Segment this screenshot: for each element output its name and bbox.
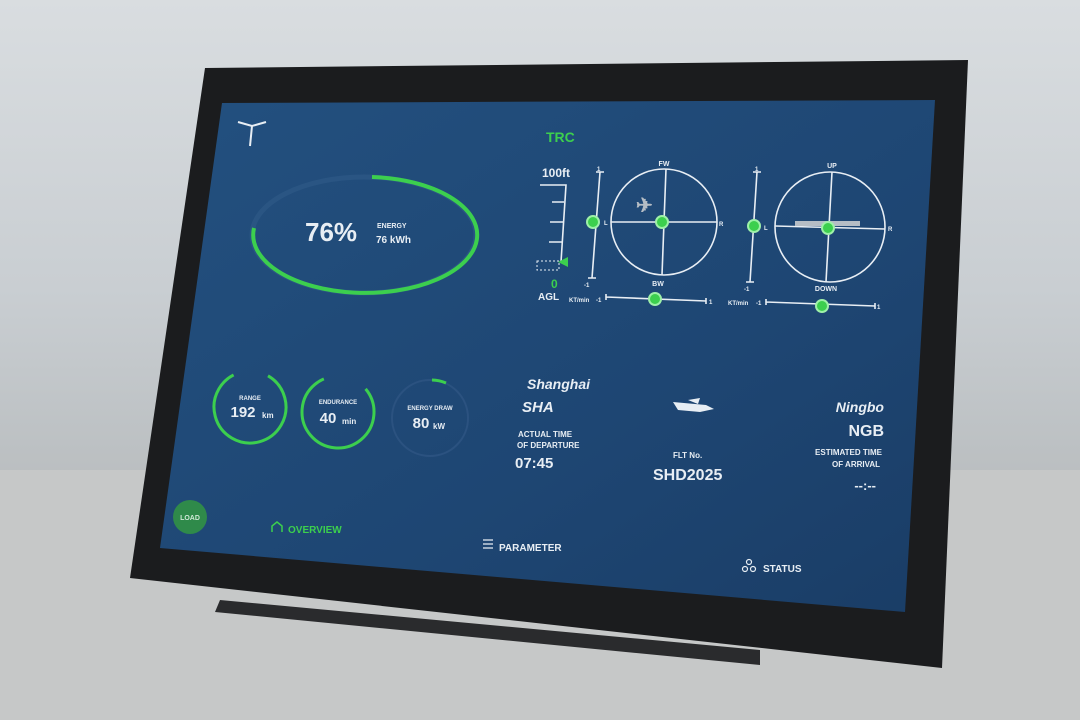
speed-min: -1 xyxy=(596,298,602,304)
screen xyxy=(160,100,935,612)
speed-min: -1 xyxy=(756,301,762,307)
parameter-label: PARAMETER xyxy=(499,543,562,554)
altitude-pointer xyxy=(558,257,568,267)
attitude-top: UP xyxy=(827,163,837,170)
departure-label-2: OF DEPARTURE xyxy=(517,441,580,450)
speed-indicator xyxy=(648,292,662,306)
attitude-bottom: DOWN xyxy=(815,286,837,293)
energy-draw-value: 80 xyxy=(413,415,430,432)
tab-overview[interactable]: OVERVIEW xyxy=(271,521,342,536)
arrival-label-2: OF ARRIVAL xyxy=(832,460,880,469)
speed-max: 1 xyxy=(709,300,713,306)
home-icon xyxy=(271,521,283,532)
destination-code: NGB xyxy=(848,423,884,440)
arrival-time: --:-- xyxy=(854,478,876,493)
destination-city: Ningbo xyxy=(836,399,885,415)
attitude-vertical: 1 -1 UP DOWN L R KT/min -1 1 xyxy=(728,163,893,313)
tab-parameter[interactable]: PARAMETER xyxy=(483,539,562,554)
attitude-left: L xyxy=(764,226,768,232)
attitude-left: L xyxy=(604,221,608,227)
tablet-stand xyxy=(215,600,760,665)
lateral-indicator xyxy=(747,219,761,233)
vscale-bottom: -1 xyxy=(584,283,590,289)
endurance-gauge: ENDURANCE 40 min xyxy=(300,374,376,450)
energy-percent: 76% xyxy=(305,217,357,247)
departure-time: 07:45 xyxy=(515,455,553,472)
attitude-right: R xyxy=(888,227,893,233)
range-label: RANGE xyxy=(239,396,261,402)
altitude-indicator: 100ft 0 AGL xyxy=(536,166,570,303)
altitude-top-label: 100ft xyxy=(542,166,570,180)
vscale-top: 1 xyxy=(597,167,601,173)
aircraft-icon xyxy=(673,398,714,412)
energy-gauge-fill xyxy=(251,175,480,295)
flight-number: SHD2025 xyxy=(653,467,722,484)
vscale-bottom: -1 xyxy=(744,287,750,293)
speed-max: 1 xyxy=(877,305,881,311)
speed-label: KT/min xyxy=(728,301,749,307)
flight-number-label: FLT No. xyxy=(673,451,702,460)
attitude-horizontal: 1 -1 ✈ FW BW L R KT/min -1 1 xyxy=(569,161,724,306)
list-icon xyxy=(483,539,493,549)
attitude-circle xyxy=(774,171,886,283)
endurance-unit: min xyxy=(342,417,356,426)
energy-value: 76 kWh xyxy=(376,235,411,246)
attitude-bottom: BW xyxy=(652,281,664,288)
energy-label: ENERGY xyxy=(377,223,407,230)
attitude-top: FW xyxy=(659,161,670,168)
load-button[interactable]: LOAD xyxy=(173,500,207,534)
altitude-value: 0 xyxy=(551,277,558,291)
mode-label: TRC xyxy=(546,129,575,145)
attitude-marker xyxy=(655,215,669,229)
range-unit: km xyxy=(262,411,274,420)
energy-draw-unit: kW xyxy=(433,422,445,431)
endurance-gauge-ring xyxy=(300,374,376,450)
network-icon xyxy=(741,558,757,573)
energy-draw-gauge-fill xyxy=(431,378,447,385)
altitude-unit: AGL xyxy=(538,292,559,303)
attitude-marker xyxy=(821,221,835,235)
ground-hatch xyxy=(536,260,560,271)
lateral-indicator xyxy=(586,215,600,229)
vscale-top: 1 xyxy=(755,167,759,173)
endurance-value: 40 xyxy=(320,410,337,427)
tab-status[interactable]: STATUS xyxy=(741,558,802,576)
arrival-label: ESTIMATED TIME xyxy=(815,448,883,457)
overview-label: OVERVIEW xyxy=(288,525,342,536)
energy-draw-gauge-track xyxy=(391,379,469,457)
energy-draw-label: ENERGY DRAW xyxy=(407,406,453,412)
range-gauge-ring xyxy=(212,369,288,445)
range-value: 192 xyxy=(230,404,255,421)
speed-indicator xyxy=(815,299,829,313)
endurance-label: ENDURANCE xyxy=(319,400,357,406)
origin-code: SHA xyxy=(522,399,554,416)
speed-label: KT/min xyxy=(569,298,590,304)
origin-city: Shanghai xyxy=(527,376,591,392)
attitude-right: R xyxy=(719,222,724,228)
load-label: LOAD xyxy=(180,515,200,522)
status-label: STATUS xyxy=(763,564,802,575)
energy-draw-gauge: ENERGY DRAW 80 kW xyxy=(391,378,469,457)
aircraft-top-view-icon: ✈ xyxy=(636,195,653,217)
flight-info: Shanghai SHA ACTUAL TIME OF DEPARTURE 07… xyxy=(515,376,884,493)
departure-label: ACTUAL TIME xyxy=(518,430,573,439)
range-gauge: RANGE 192 km xyxy=(212,369,288,445)
winged-figure-logo-icon xyxy=(237,121,267,147)
